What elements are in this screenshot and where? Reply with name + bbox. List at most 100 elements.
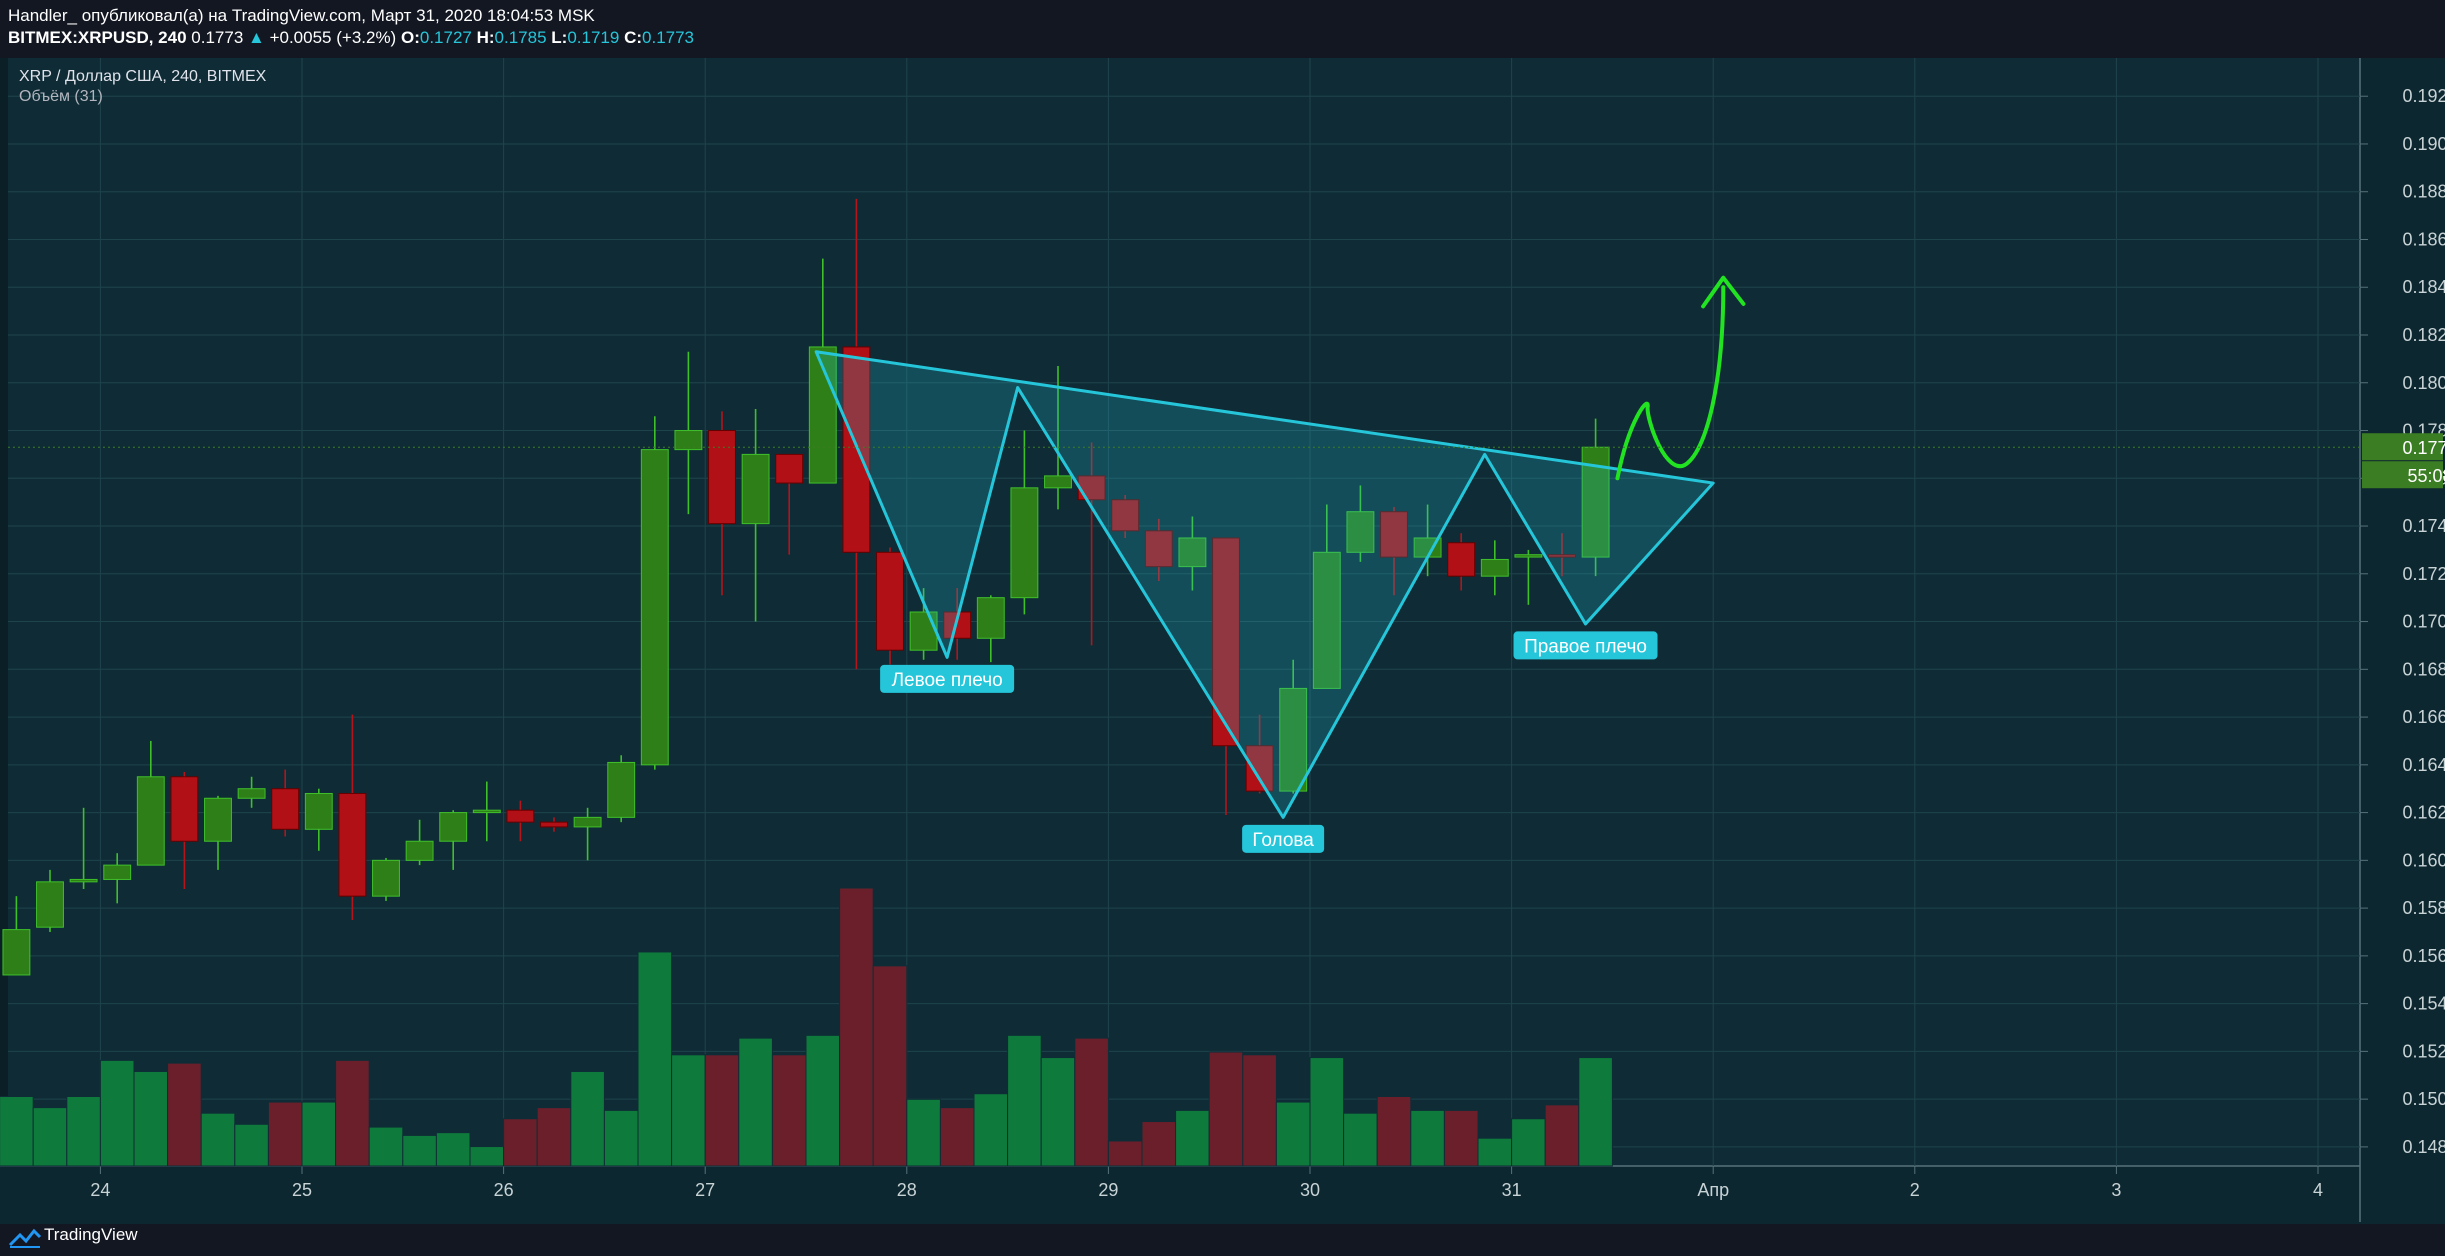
head-label-text: Голова [1252,830,1314,851]
candle-body [909,611,938,651]
x-tick-label: 31 [1502,1180,1522,1200]
volume-bar [1376,1096,1412,1167]
candle-body [1010,487,1039,599]
x-tick-label: 24 [90,1180,110,1200]
candle-body [573,816,602,828]
volume-bar [1443,1109,1479,1167]
left-shoulder-label: Левое плечо [880,664,1015,693]
volume-bar [335,1059,370,1167]
candle-body [1312,551,1341,689]
candle-body [1279,687,1308,792]
candle-body [842,346,871,553]
volume-bar [99,1059,135,1167]
volume-bar [637,951,673,1167]
volume-bar [469,1146,505,1167]
candle-body [237,788,266,799]
x-tick-label: Апр [1697,1180,1729,1200]
volume-bar [1511,1118,1546,1167]
volume-bar [1410,1109,1445,1167]
candle-body [876,551,904,651]
volume-bar [1141,1121,1177,1167]
volume-bar [234,1123,269,1167]
right-shoulder-label: Правое плечо [1513,631,1658,660]
candle-body [1380,511,1408,558]
tradingview-logo-icon[interactable] [8,1225,42,1249]
up-triangle-icon: ▲ [248,28,265,47]
volume-bar [1275,1101,1311,1167]
volume-bar [200,1112,236,1167]
symbol-ohlc-line: BITMEX:XRPUSD, 240 0.1773 ▲ +0.0055 (+3.… [8,28,694,48]
volume-bar [738,1037,773,1167]
volume-bar [1309,1057,1345,1167]
volume-bar [435,1132,471,1167]
candle-body [640,449,669,766]
candle-body [170,776,199,842]
symbol-legend: XRP / Доллар США, 240, BITMEX [19,68,267,85]
candle-body [506,809,535,823]
candle-body [1447,542,1476,577]
open-key: O: [400,28,420,47]
tradingview-brand[interactable]: TradingView [44,1225,138,1244]
x-tick-label: 3 [2111,1180,2121,1200]
volume-bar [939,1107,975,1167]
volume-bar [1107,1140,1143,1167]
x-tick-label: 25 [292,1180,312,1200]
volume-bar [1175,1109,1210,1167]
x-tick-label: 28 [897,1180,917,1200]
volume-bar [536,1107,572,1167]
volume-bar [1074,1037,1109,1167]
candle-body [540,821,568,828]
plot-area [8,58,2360,1166]
low-value: 0.1719 [567,28,620,47]
candle-body [472,809,501,814]
candle-body [69,878,98,883]
volume-bar [66,1096,101,1167]
volume-bar [503,1118,538,1167]
volume-bar [603,1109,639,1167]
x-tick-label: 26 [494,1180,514,1200]
volume-bar [267,1101,303,1167]
volume-bar [704,1054,740,1167]
volume-bar [1343,1112,1378,1167]
price-scale-area [2360,58,2445,1166]
candle-body [405,840,434,861]
chart-header: Handler_ опубликовал(а) на TradingView.c… [0,0,2445,58]
symbol-label: BITMEX:XRPUSD, 240 [8,28,187,47]
volume-bar [0,1096,34,1167]
countdown-tag-text: 55:08 [2407,466,2445,486]
high-key: H: [476,28,495,47]
candle-body [36,881,64,928]
x-tick-label: 29 [1098,1180,1118,1200]
head-and-shoulders-pattern [814,350,1715,819]
volume-bar [805,1034,841,1167]
head-label-bg [1242,824,1325,853]
volume-bar [1208,1051,1244,1167]
chart-footer [0,1224,2445,1256]
volume-bar [167,1062,202,1167]
volume-bar [973,1093,1009,1167]
candle-body [304,792,333,830]
candle-body [1514,554,1543,558]
volume-bar [1578,1057,1613,1167]
candle-body [1245,745,1274,792]
candle-body [607,761,636,818]
open-value: 0.1727 [419,28,472,47]
candle-body [775,453,804,484]
candle-body [136,776,165,866]
last-price-tag [2362,433,2443,461]
